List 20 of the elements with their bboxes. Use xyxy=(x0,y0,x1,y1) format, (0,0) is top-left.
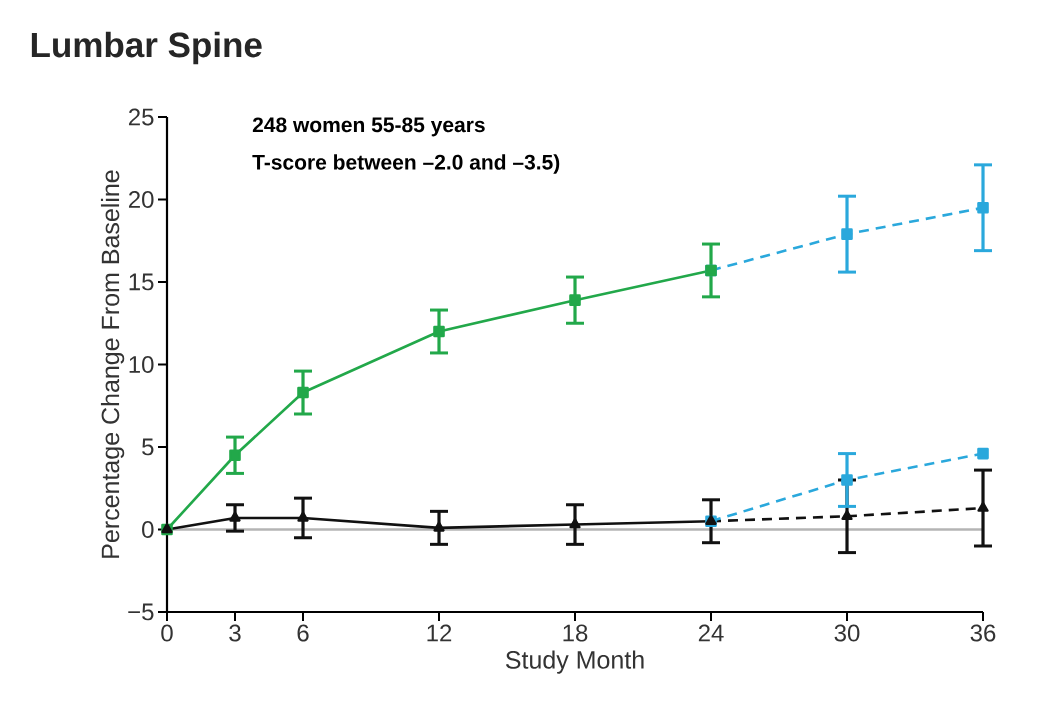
x-tick-label: 24 xyxy=(698,624,724,642)
y-tick-label: 15 xyxy=(129,273,154,291)
x-tick-label: 36 xyxy=(970,624,996,642)
x-axis-title: Study Month xyxy=(505,650,644,674)
x-tick-label: 6 xyxy=(297,624,309,642)
y-tick-label: 5 xyxy=(142,438,154,456)
y-tick-label: 20 xyxy=(128,191,154,208)
chart-title: Lumbar Spine xyxy=(31,31,262,65)
y-axis-title: Percentage Change From Baseline xyxy=(100,170,125,558)
x-tick-label: 3 xyxy=(229,624,241,642)
y-tick-label: −5 xyxy=(128,603,154,621)
x-tick-label: 18 xyxy=(563,624,588,642)
y-tick-label: 0 xyxy=(142,521,154,538)
annotation: 248 women 55-85 years xyxy=(252,117,485,137)
x-tick-label: 0 xyxy=(161,624,173,642)
y-tick-label: 25 xyxy=(128,108,154,126)
y-tick-label: 10 xyxy=(129,356,154,373)
x-tick-label: 30 xyxy=(834,624,860,642)
annotation: T-score between –2.0 and –3.5) xyxy=(252,154,560,174)
x-tick-label: 12 xyxy=(427,624,452,642)
